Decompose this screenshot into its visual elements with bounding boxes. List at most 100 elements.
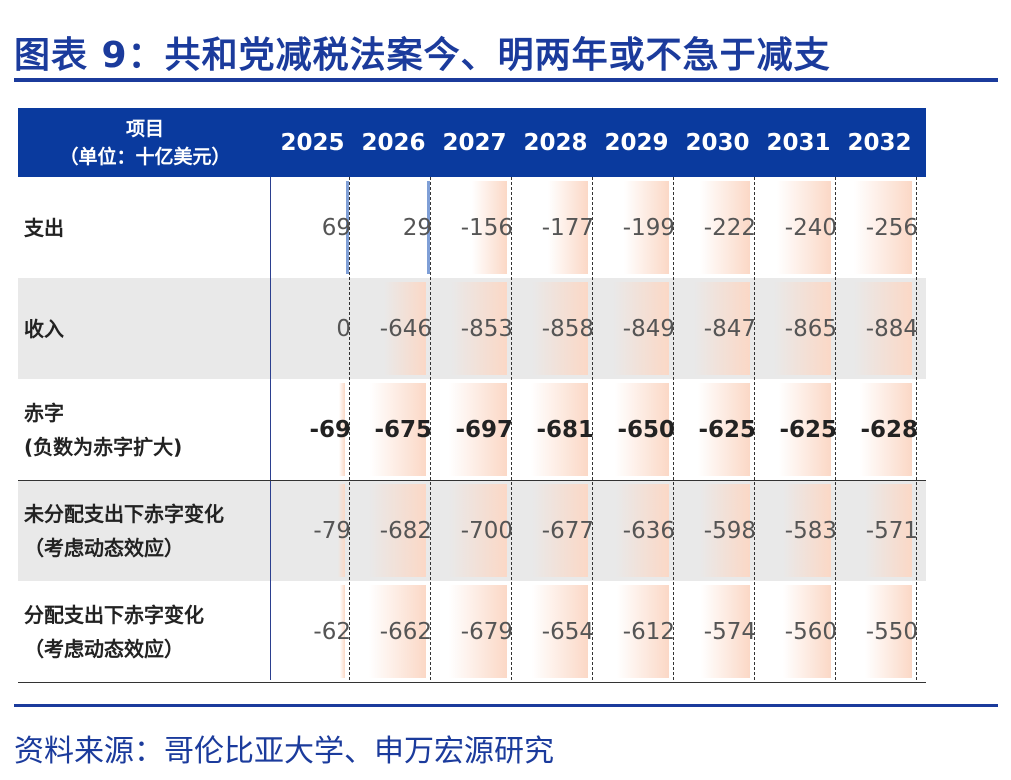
data-bar bbox=[548, 181, 588, 274]
row-label: 收入 bbox=[24, 278, 272, 379]
row-divider bbox=[18, 682, 926, 683]
data-bar bbox=[616, 484, 669, 577]
row-label-line1: 支出 bbox=[24, 215, 64, 240]
data-bar bbox=[451, 282, 507, 375]
data-bar bbox=[532, 484, 588, 577]
cell-value: -675 bbox=[374, 416, 432, 443]
table-cell: -628 bbox=[839, 379, 920, 480]
data-bar bbox=[774, 282, 831, 375]
cell-value: -662 bbox=[379, 618, 432, 645]
cell-value: -853 bbox=[460, 315, 513, 342]
cell-value: -646 bbox=[379, 315, 432, 342]
table-cell: -677 bbox=[515, 480, 596, 581]
row-label: 支出 bbox=[24, 177, 272, 278]
cell-value: -256 bbox=[865, 214, 918, 241]
data-bar bbox=[532, 585, 588, 678]
year-header: 2030 bbox=[685, 129, 750, 156]
cell-value: -700 bbox=[460, 517, 513, 544]
year-header: 2025 bbox=[280, 129, 345, 156]
cell-value: -650 bbox=[617, 416, 675, 443]
table-cell: -847 bbox=[677, 278, 758, 379]
cell-value: -240 bbox=[784, 214, 837, 241]
column-divider bbox=[592, 177, 593, 680]
data-bar bbox=[783, 484, 831, 577]
data-bar bbox=[779, 383, 831, 476]
year-header: 2032 bbox=[847, 129, 912, 156]
cell-value: -628 bbox=[860, 416, 918, 443]
data-bar bbox=[427, 181, 430, 274]
table-cell: -79 bbox=[272, 480, 353, 581]
table-cell: -222 bbox=[677, 177, 758, 278]
data-bar bbox=[865, 585, 912, 678]
data-bar bbox=[615, 383, 669, 476]
data-bar bbox=[694, 282, 750, 375]
data-bar bbox=[338, 484, 345, 577]
column-divider bbox=[916, 177, 917, 680]
cell-value: -625 bbox=[698, 416, 756, 443]
row-label-line2: （考虑动态效应） bbox=[24, 535, 184, 560]
table-row: 支出 69 29 -156 -177 -199 -222 -240 -256 bbox=[18, 177, 926, 278]
row-label-line1: 赤字 bbox=[24, 400, 64, 425]
cell-value: -79 bbox=[313, 517, 351, 544]
data-bar bbox=[854, 282, 912, 375]
data-bar bbox=[613, 282, 669, 375]
data-bar bbox=[369, 585, 426, 678]
cell-value: -858 bbox=[541, 315, 594, 342]
year-header: 2028 bbox=[523, 129, 588, 156]
data-bar bbox=[340, 585, 345, 678]
table-cell: -646 bbox=[353, 278, 434, 379]
year-header: 2031 bbox=[766, 129, 831, 156]
cell-value: -69 bbox=[309, 416, 351, 443]
row-label-line1: 分配支出下赤字变化 bbox=[24, 602, 204, 627]
row-label-line1: 未分配支出下赤字变化 bbox=[24, 501, 224, 526]
cell-value: -583 bbox=[784, 517, 837, 544]
data-bar bbox=[472, 181, 507, 274]
data-bar bbox=[369, 484, 426, 577]
table-cell: -583 bbox=[758, 480, 839, 581]
row-label-line2: （考虑动态效应） bbox=[24, 636, 184, 661]
data-bar bbox=[370, 383, 426, 476]
cell-value: -681 bbox=[536, 416, 594, 443]
cell-value: -598 bbox=[703, 517, 756, 544]
table-cell: -636 bbox=[596, 480, 677, 581]
cell-value: -677 bbox=[541, 517, 594, 544]
cell-value: 29 bbox=[402, 214, 432, 241]
row-label: 分配支出下赤字变化 （考虑动态效应） bbox=[24, 581, 272, 682]
table-cell: -574 bbox=[677, 581, 758, 682]
table-cell: -679 bbox=[434, 581, 515, 682]
cell-value: -571 bbox=[865, 517, 918, 544]
cell-value: -222 bbox=[703, 214, 756, 241]
table-row: 分配支出下赤字变化 （考虑动态效应） -62 -662 -679 -654 -612 -574… bbox=[18, 581, 926, 682]
table-cell: -240 bbox=[758, 177, 839, 278]
cell-value: -682 bbox=[379, 517, 432, 544]
cell-value: -654 bbox=[541, 618, 594, 645]
data-bar bbox=[339, 383, 345, 476]
header-label-line2: （单位：十亿美元） bbox=[59, 145, 231, 168]
table-cell: -69 bbox=[272, 379, 353, 480]
table-cell: -682 bbox=[353, 480, 434, 581]
table-cell: -177 bbox=[515, 177, 596, 278]
table-row: 收入 0 -646 -853 -858 -849 -847 -865 -884 bbox=[18, 278, 926, 379]
table-cell: -681 bbox=[515, 379, 596, 480]
year-header: 2029 bbox=[604, 129, 669, 156]
cell-value: -636 bbox=[622, 517, 675, 544]
table-cell: -654 bbox=[515, 581, 596, 682]
table-cell: -256 bbox=[839, 177, 920, 278]
cell-value: -560 bbox=[784, 618, 837, 645]
column-divider bbox=[673, 177, 674, 680]
table-cell: -62 bbox=[272, 581, 353, 682]
cell-value: -847 bbox=[703, 315, 756, 342]
row-divider bbox=[18, 480, 926, 481]
table-header: 项目 （单位：十亿美元） 2025 2026 2027 2028 2029 20… bbox=[18, 108, 926, 177]
cell-value: -625 bbox=[779, 416, 837, 443]
column-divider bbox=[835, 177, 836, 680]
year-header: 2026 bbox=[361, 129, 426, 156]
data-bar bbox=[777, 181, 831, 274]
table-cell: -560 bbox=[758, 581, 839, 682]
cell-value: -574 bbox=[703, 618, 756, 645]
data-bar bbox=[701, 585, 750, 678]
table-cell: -550 bbox=[839, 581, 920, 682]
data-bar bbox=[532, 282, 588, 375]
data-bar bbox=[449, 383, 507, 476]
cell-value: -865 bbox=[784, 315, 837, 342]
